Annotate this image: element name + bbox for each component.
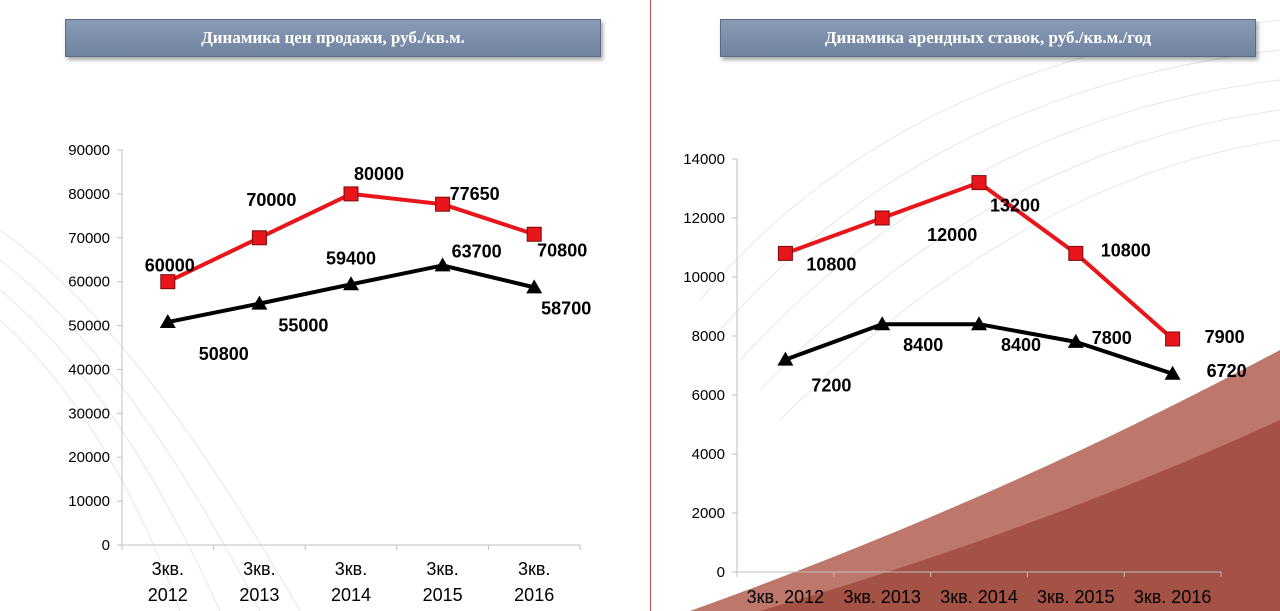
rent-series-1-data-label: 13200 xyxy=(990,196,1040,216)
sale-series-1-data-label: 70800 xyxy=(537,240,587,260)
sale-price-panel: Динамика цен продажи, руб./кв.м. 0 10000 2… xyxy=(65,19,601,605)
rent-y-tick-label: 10000 xyxy=(683,269,725,286)
rent-y-tick-label: 4000 xyxy=(692,446,725,463)
sale-series-1-line xyxy=(166,191,535,284)
rent-y-tick-label: 0 xyxy=(717,564,725,581)
rent-series-1-point xyxy=(971,175,987,191)
rent-x-tick-label: 3кв. 2013 xyxy=(843,587,921,607)
rent-rate-chart: 0 2000 4000 6000 8000 10000 12000 14000 3кв. 201… xyxy=(683,151,1247,607)
rent-series-1-data-label: 12000 xyxy=(927,225,977,245)
rent-x-tick-label: 3кв. 2014 xyxy=(940,587,1018,607)
rent-y-tick-label: 6000 xyxy=(692,387,725,404)
sale-series-1-point xyxy=(251,230,267,246)
rent-y-tick-label: 8000 xyxy=(692,328,725,345)
rent-series-2-point xyxy=(971,316,987,331)
sale-x-tick-label: 3кв. 2014 xyxy=(331,559,371,605)
sale-y-tick-label: 50000 xyxy=(68,318,110,335)
sale-series-2-line xyxy=(167,263,535,325)
rent-series-1-point xyxy=(1068,245,1084,261)
sale-series-2-data-label: 50800 xyxy=(199,344,249,364)
sale-series-2-point xyxy=(343,276,359,291)
rent-series-2-data-label: 8400 xyxy=(1001,335,1041,355)
rent-x-tick-label: 3кв. 2015 xyxy=(1037,587,1115,607)
rent-series-2-point xyxy=(777,351,794,366)
sale-series-1-point xyxy=(435,196,451,212)
rent-series-2-data-label: 7200 xyxy=(811,376,851,396)
rent-series-1-point xyxy=(777,245,793,261)
sale-series-1-data-label: 60000 xyxy=(145,256,195,276)
sale-x-tick-label: 3кв. 2015 xyxy=(423,559,463,605)
rent-series-1-data-label: 10800 xyxy=(806,254,856,274)
rent-series-1-point xyxy=(1165,331,1181,347)
sale-series-2-data-label: 58700 xyxy=(541,298,591,318)
sale-series-2-data-label: 63700 xyxy=(452,241,502,261)
rent-y-tick-label: 2000 xyxy=(692,505,725,522)
sale-series-1-data-label: 77650 xyxy=(450,184,500,204)
sale-series-2-point xyxy=(434,257,451,272)
rent-chart-title: Динамика арендных ставок, руб./кв.м./год xyxy=(720,19,1256,57)
rent-series-2-point xyxy=(1067,333,1084,348)
rent-series-2-point xyxy=(874,316,891,331)
sale-y-tick-label: 60000 xyxy=(68,274,110,291)
rent-y-tick-label: 14000 xyxy=(683,151,725,168)
sale-series-2-data-label: 59400 xyxy=(326,248,376,268)
sale-series-2-point xyxy=(526,279,543,294)
rent-x-tick-label: 3кв. 2016 xyxy=(1134,587,1212,607)
sale-price-chart: 0 10000 20000 30000 40000 50000 60000 70000 8000… xyxy=(68,142,591,605)
sale-y-tick-label: 20000 xyxy=(68,449,110,466)
sale-x-tick-label: 3кв. 2016 xyxy=(514,559,554,605)
rent-x-tick-label: 3кв. 2012 xyxy=(747,587,825,607)
sale-x-tick-label: 3кв. 2013 xyxy=(239,559,279,605)
rent-series-1-point xyxy=(874,210,890,226)
sale-y-tick-label: 30000 xyxy=(68,405,110,422)
sale-y-tick-label: 0 xyxy=(102,537,110,554)
sale-series-1-point xyxy=(526,226,542,242)
sale-series-2-data-label: 55000 xyxy=(278,316,328,336)
rent-y-tick-label: 12000 xyxy=(683,210,725,227)
sale-series-1-data-label: 70000 xyxy=(246,190,296,210)
sale-series-2-point xyxy=(251,295,268,310)
rent-series-2-data-label: 8400 xyxy=(903,335,943,355)
sale-series-1-point xyxy=(160,274,176,290)
sale-y-tick-label: 70000 xyxy=(68,230,110,247)
rent-series-1-data-label: 7900 xyxy=(1205,327,1245,347)
sale-series-1-data-label: 80000 xyxy=(354,164,404,184)
sale-y-tick-label: 40000 xyxy=(68,361,110,378)
sale-series-2-point xyxy=(159,314,176,329)
sale-y-tick-label: 90000 xyxy=(68,142,110,159)
sale-series-1-point xyxy=(343,186,359,202)
sale-y-tick-label: 10000 xyxy=(68,493,110,510)
sale-y-tick-label: 80000 xyxy=(68,186,110,203)
rent-rate-panel: Динамика арендных ставок, руб./кв.м./год… xyxy=(651,0,1280,611)
rent-series-2-point xyxy=(1164,365,1181,380)
sale-chart-title: Динамика цен продажи, руб./кв.м. xyxy=(65,19,601,57)
sale-x-tick-label: 3кв. 2012 xyxy=(148,559,188,605)
rent-series-2-data-label: 7800 xyxy=(1092,328,1132,348)
rent-series-2-data-label: 6720 xyxy=(1207,361,1247,381)
panel-divider xyxy=(650,0,651,611)
rent-series-1-data-label: 10800 xyxy=(1101,240,1151,260)
